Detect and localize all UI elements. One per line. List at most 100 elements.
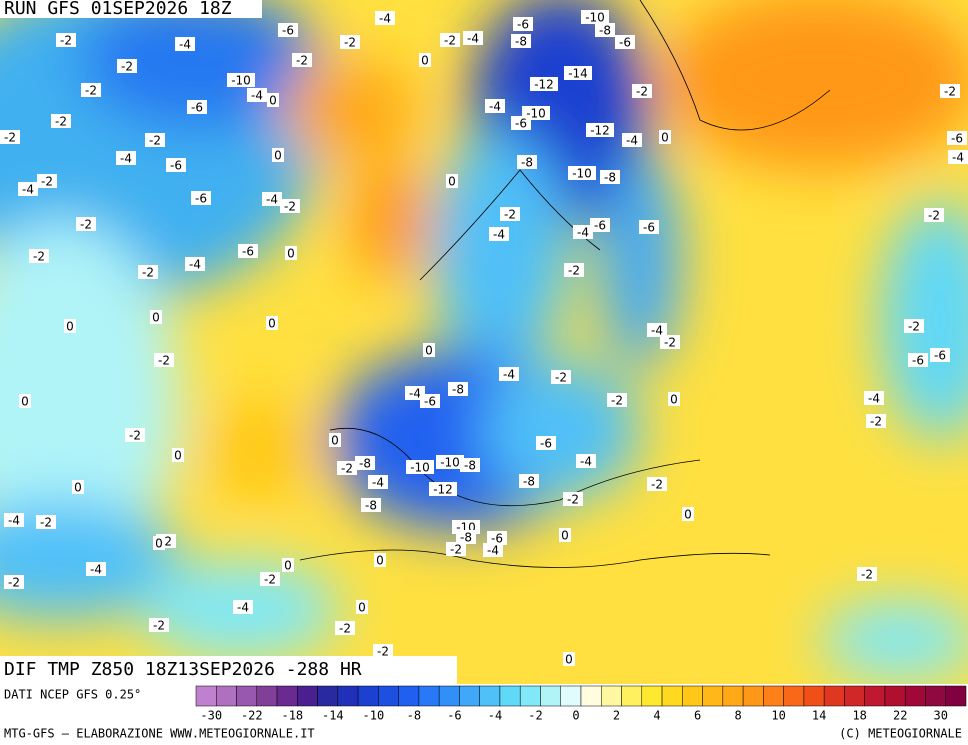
contour-label-text: -8: [452, 383, 464, 397]
contour-label-text: -2: [928, 209, 940, 223]
contour-label-box: [278, 23, 298, 37]
contour-label-text: -2: [944, 85, 956, 99]
contour-label: -8: [517, 155, 537, 170]
map-title: DIF TMP Z850 18Z13SEP2026 -288 HR: [4, 659, 362, 680]
contour-label: -4: [483, 543, 503, 558]
contour-label-box: [247, 88, 267, 102]
contour-label-text: 0: [684, 508, 692, 522]
contour-label-text: -2: [41, 175, 53, 189]
contour-label: -2: [154, 353, 174, 368]
contour-label-box: [519, 474, 539, 488]
contour-label-box: [36, 515, 56, 529]
contour-label: 0: [267, 93, 279, 108]
contour-label-text: -2: [908, 320, 920, 334]
contour-label-text: -4: [90, 563, 102, 577]
contour-label-text: -2: [870, 415, 882, 429]
contour-label-box: [86, 562, 106, 576]
contour-label-box: [355, 456, 375, 470]
contour-label-text: -10: [231, 74, 251, 88]
legend-swatch: [621, 685, 643, 707]
contour-label-text: -2: [149, 134, 161, 148]
contour-label-box: [406, 460, 434, 474]
map-field: [0, 0, 968, 684]
contour-label-text: -6: [282, 24, 294, 38]
contour-label-text: -2: [158, 354, 170, 368]
coastlines: [299, 0, 831, 568]
contour-label: -4: [86, 562, 106, 577]
contour-label: -2: [76, 217, 96, 232]
contour-label-box: [924, 208, 944, 222]
contour-label: -2: [335, 621, 355, 636]
legend-tick-label: 2: [613, 709, 620, 723]
contour-label-box: [266, 316, 278, 330]
contour-label-text: -4: [372, 476, 384, 490]
contour-label-box: [489, 227, 509, 241]
contour-label-box: [19, 394, 31, 408]
contour-label-box: [536, 436, 556, 450]
contour-label-box: [373, 644, 393, 658]
legend-swatch: [216, 685, 237, 707]
legend-swatch: [236, 685, 258, 707]
contour-label-text: -6: [191, 101, 203, 115]
legend-swatch: [925, 685, 946, 707]
contour-label: -4: [175, 37, 195, 52]
contour-label-box: [563, 652, 575, 666]
contour-label: -4: [864, 391, 884, 406]
contour-label-text: -4: [467, 32, 479, 46]
contour-label: -2: [551, 370, 571, 385]
contour-label-box: [72, 480, 84, 494]
contour-label-text: -8: [464, 459, 476, 473]
contour-label-box: [116, 151, 136, 165]
contour-label: -6: [908, 353, 928, 368]
contour-label-text: -8: [523, 475, 535, 489]
contour-label-box: [335, 621, 355, 635]
legend-swatch: [641, 685, 663, 707]
contour-label: -8: [361, 498, 381, 513]
legend-swatch: [459, 685, 480, 707]
contour-label-box: [0, 130, 20, 144]
contour-label-box: [632, 84, 652, 98]
contour-label-box: [590, 218, 610, 232]
contour-label-box: [563, 492, 583, 506]
legend-swatch: [763, 685, 784, 707]
legend-swatch: [317, 685, 339, 707]
contour-label-box: [185, 257, 205, 271]
contour-label-box: [423, 343, 435, 357]
contour-label: -2: [440, 33, 460, 48]
contour-label: -2: [56, 33, 76, 48]
contour-label-text: -2: [344, 36, 356, 50]
contour-label: -4: [116, 151, 136, 166]
legend-swatch: [722, 685, 744, 707]
legend-swatch: [499, 685, 521, 707]
contour-label: -6: [536, 436, 556, 451]
contour-label: 0: [272, 148, 284, 163]
contour-label-box: [329, 433, 341, 447]
contour-label-text: -6: [934, 349, 946, 363]
contour-label-text: -2: [636, 85, 648, 99]
contour-label-text: -2: [450, 543, 462, 557]
contour-label: -12: [530, 77, 558, 92]
contour-label-text: -4: [8, 514, 20, 528]
contour-label: -2: [0, 130, 20, 145]
contour-label-box: [81, 83, 101, 97]
contour-label: -4: [4, 513, 24, 528]
contour-label: -2: [4, 575, 24, 590]
contour-label-box: [659, 130, 671, 144]
contour-label-text: -12: [433, 483, 453, 497]
contour-label-text: -2: [377, 645, 389, 659]
contour-label: -2: [29, 249, 49, 264]
contour-label-box: [440, 33, 460, 47]
contour-label-box: [581, 10, 609, 24]
contour-label-text: -2: [568, 264, 580, 278]
contour-label-box: [337, 461, 357, 475]
contour-label: -12: [429, 482, 457, 497]
contour-label-box: [551, 370, 571, 384]
legend-swatch: [702, 685, 724, 707]
contour-label: -4: [622, 133, 642, 148]
contour-label: -6: [166, 158, 186, 173]
contour-label-box: [233, 600, 253, 614]
contour-label-box: [530, 77, 558, 91]
contour-label-text: -6: [491, 532, 503, 546]
contour-label: -2: [446, 542, 466, 557]
